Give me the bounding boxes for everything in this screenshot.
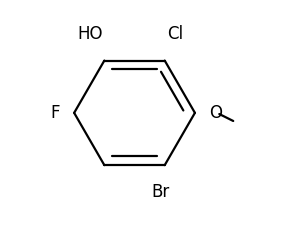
Text: O: O bbox=[209, 104, 222, 122]
Text: F: F bbox=[51, 104, 60, 122]
Text: Br: Br bbox=[151, 183, 169, 200]
Text: HO: HO bbox=[78, 25, 103, 43]
Text: Cl: Cl bbox=[167, 25, 183, 43]
